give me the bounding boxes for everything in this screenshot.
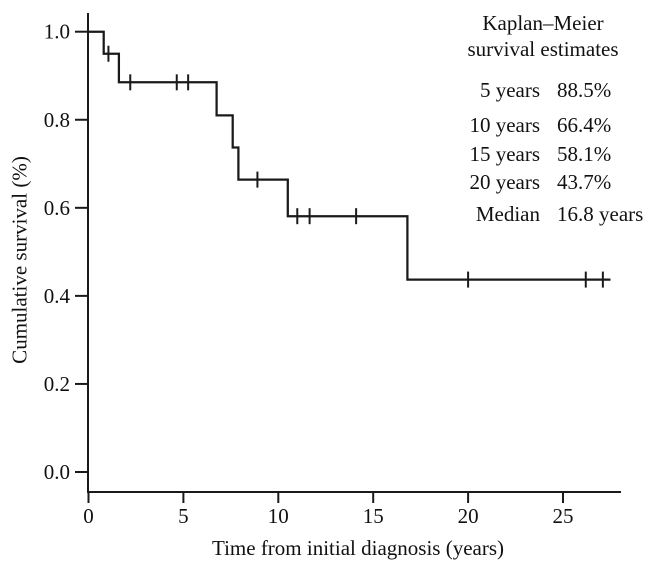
annotation-row-label: 20 years: [469, 170, 540, 194]
y-tick-label: 1.0: [44, 20, 70, 44]
annotation-row-label: Median: [475, 202, 540, 226]
annotation-row-10-years: 10 years 66.4%: [414, 115, 658, 136]
annotation-row-15-years: 15 years 58.1%: [414, 144, 658, 165]
annotation-row-label: 15 years: [469, 142, 540, 166]
annotation-title: Kaplan–Meier survival estimates: [414, 10, 658, 62]
annotation-row-label: 10 years: [469, 113, 540, 137]
x-tick-label: 10: [268, 504, 289, 528]
annotation-row-value: 16.8 years: [557, 202, 644, 226]
x-tick-label: 20: [458, 504, 479, 528]
annotation-row-value: 58.1%: [557, 142, 612, 166]
y-axis-title: Cumulative survival (%): [7, 156, 32, 364]
annotation-title-line2: survival estimates: [467, 37, 619, 61]
annotation-row-value: 43.7%: [557, 170, 612, 194]
annotation-row-20-years: 20 years 43.7%: [414, 172, 658, 193]
annotation-row-label: 5 years: [479, 78, 540, 102]
annotation-row-5-years: 5 years 88.5%: [414, 80, 658, 101]
x-tick-label: 0: [83, 504, 94, 528]
km-estimates-annotation: Kaplan–Meier survival estimates 5 years …: [414, 10, 658, 225]
x-axis-title: Time from initial diagnosis (years): [211, 536, 505, 560]
annotation-row-median: Median 16.8 years: [414, 204, 658, 225]
y-tick-label: 0.2: [44, 372, 70, 396]
y-tick-label: 0.6: [44, 196, 70, 220]
survival-curve: [88, 30, 611, 281]
x-tick-label: 5: [178, 504, 189, 528]
x-tick-label: 15: [363, 504, 384, 528]
y-tick-label: 0.0: [44, 460, 70, 484]
annotation-row-value: 66.4%: [557, 113, 612, 137]
y-tick-label: 0.8: [44, 108, 70, 132]
annotation-row-value: 88.5%: [557, 78, 612, 102]
annotation-rows: 5 years 88.5% 10 years 66.4% 15 years 58…: [414, 80, 658, 225]
annotation-title-line1: Kaplan–Meier: [482, 11, 604, 35]
x-tick-label: 25: [553, 504, 574, 528]
y-tick-label: 0.4: [44, 284, 71, 308]
